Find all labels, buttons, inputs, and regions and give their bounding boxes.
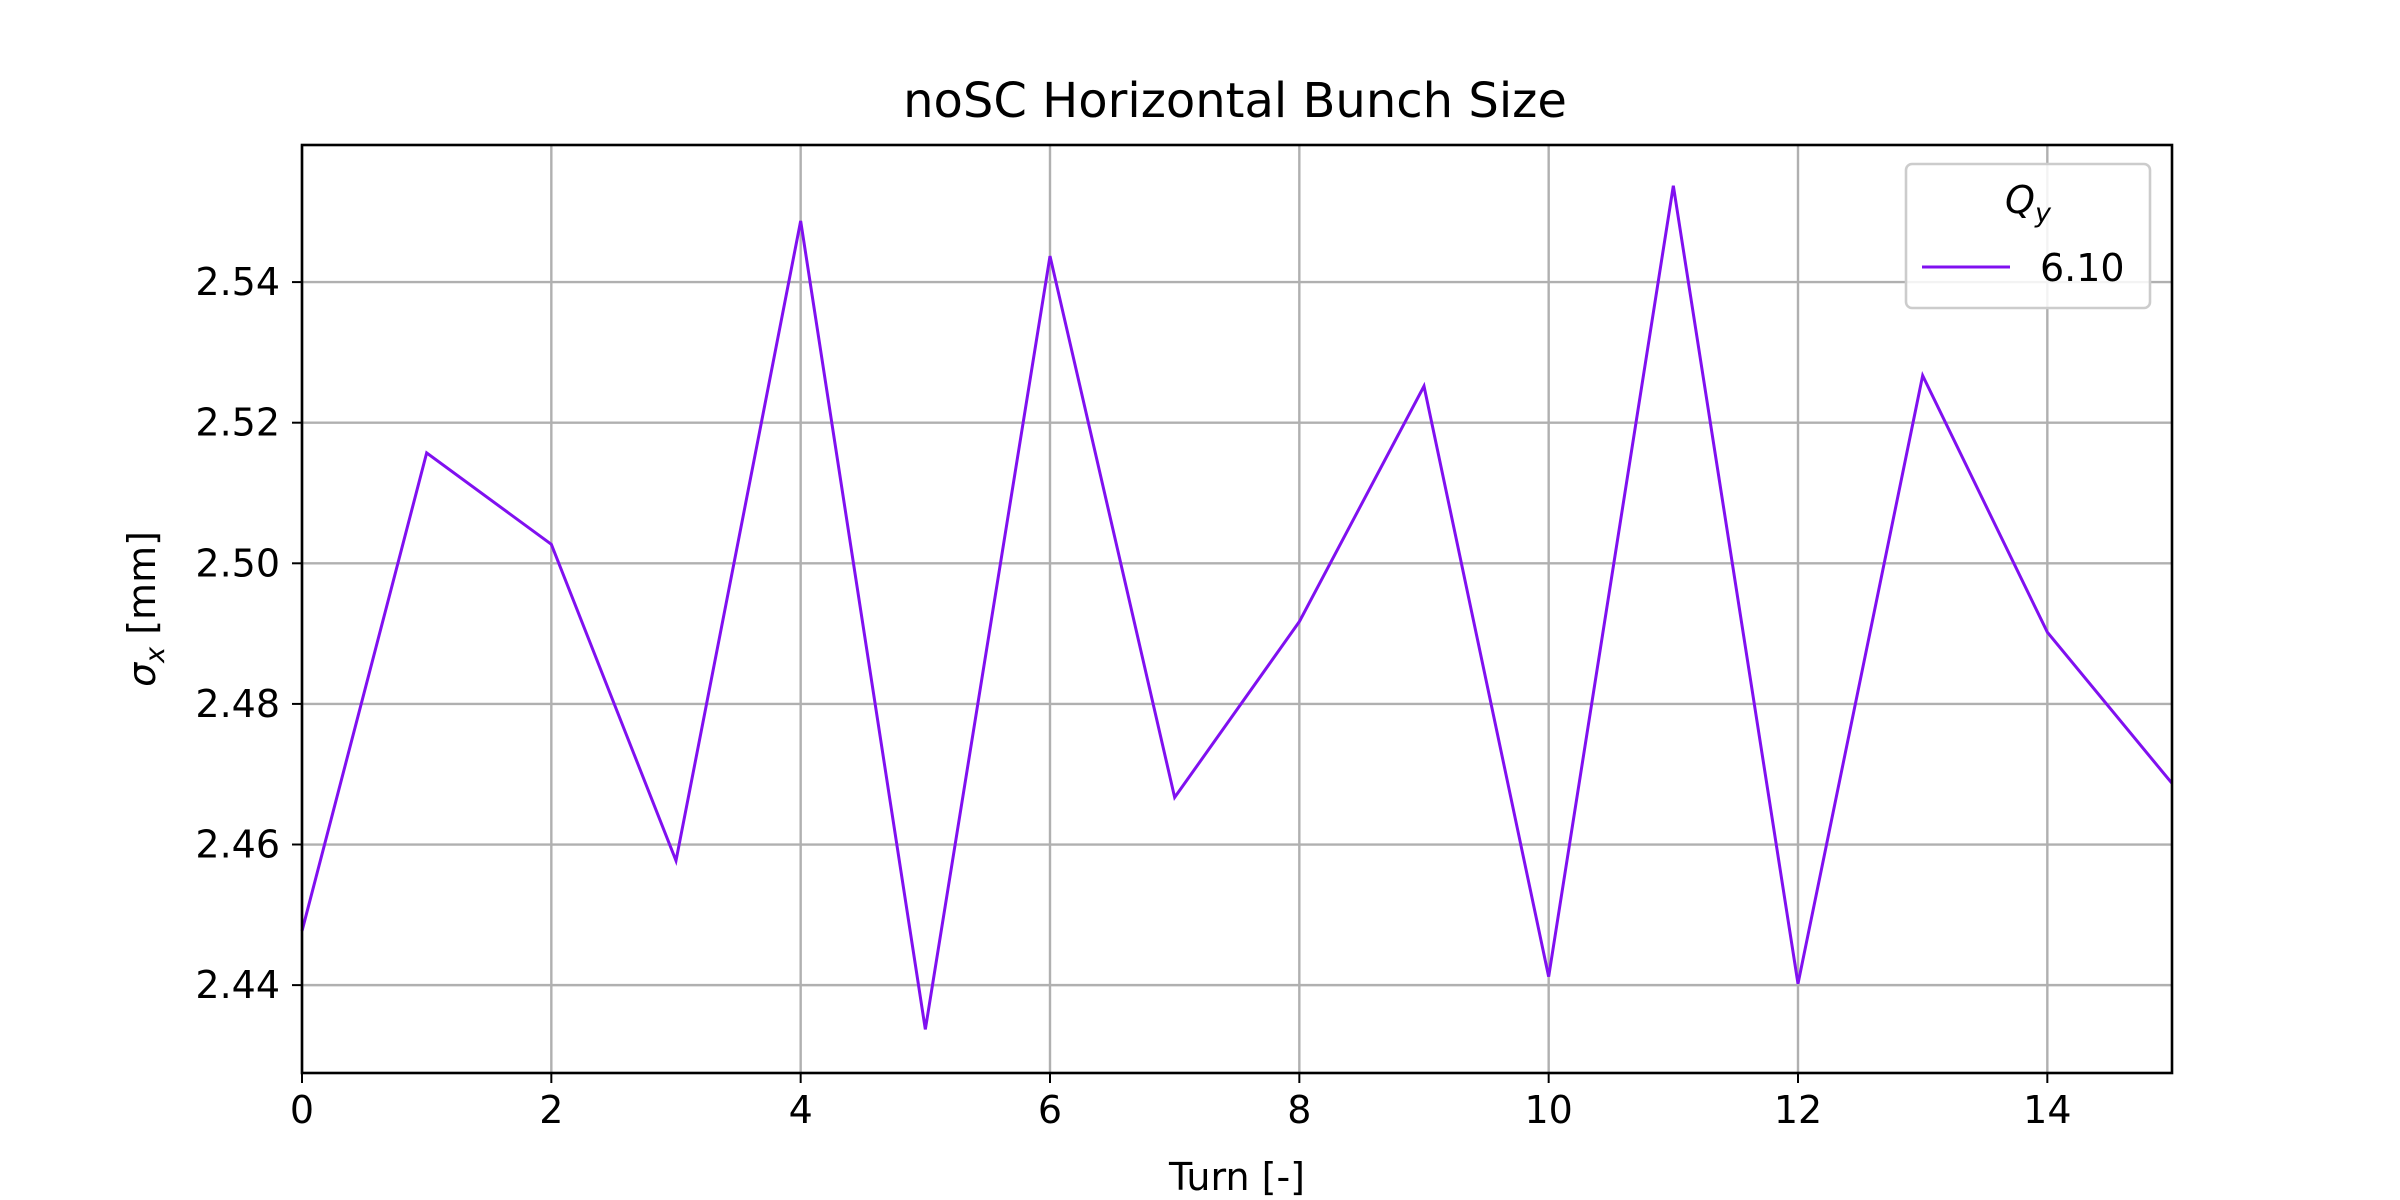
plot-frame [300,143,2174,1075]
legend-title: Qy [2005,178,2052,229]
y-tick-label: 2.52 [195,401,280,445]
x-tick-label: 10 [1524,1088,1572,1132]
x-tick-label: 2 [539,1088,563,1132]
y-tick-label: 2.50 [195,541,280,585]
y-tick-label: 2.44 [195,963,280,1007]
y-axis-label: σx [mm] [120,531,171,687]
chart-title: noSC Horizontal Bunch Size [903,73,1567,129]
y-tick-label: 2.54 [195,260,280,304]
series-line [300,185,2174,1030]
y-tick-label: 2.46 [195,823,280,867]
axis-ticks [292,281,2049,1083]
legend-box [1904,162,2152,310]
series-layer [300,185,2174,1030]
x-tick-labels: 0 2 4 6 8 10 12 14 [290,1088,2072,1132]
legend: Qy 6.10 [1904,162,2152,310]
x-tick-label: 0 [290,1088,314,1132]
y-tick-label: 2.48 [195,682,280,726]
x-tick-label: 8 [1287,1088,1311,1132]
x-tick-label: 12 [1774,1088,1822,1132]
x-axis-label: Turn [-] [1168,1155,1305,1199]
legend-series-label: 6.10 [2040,246,2125,290]
y-tick-labels: 2.44 2.46 2.48 2.50 2.52 2.54 [195,260,280,1007]
x-tick-label: 14 [2023,1088,2071,1132]
x-tick-label: 6 [1038,1088,1062,1132]
x-tick-label: 4 [789,1088,813,1132]
